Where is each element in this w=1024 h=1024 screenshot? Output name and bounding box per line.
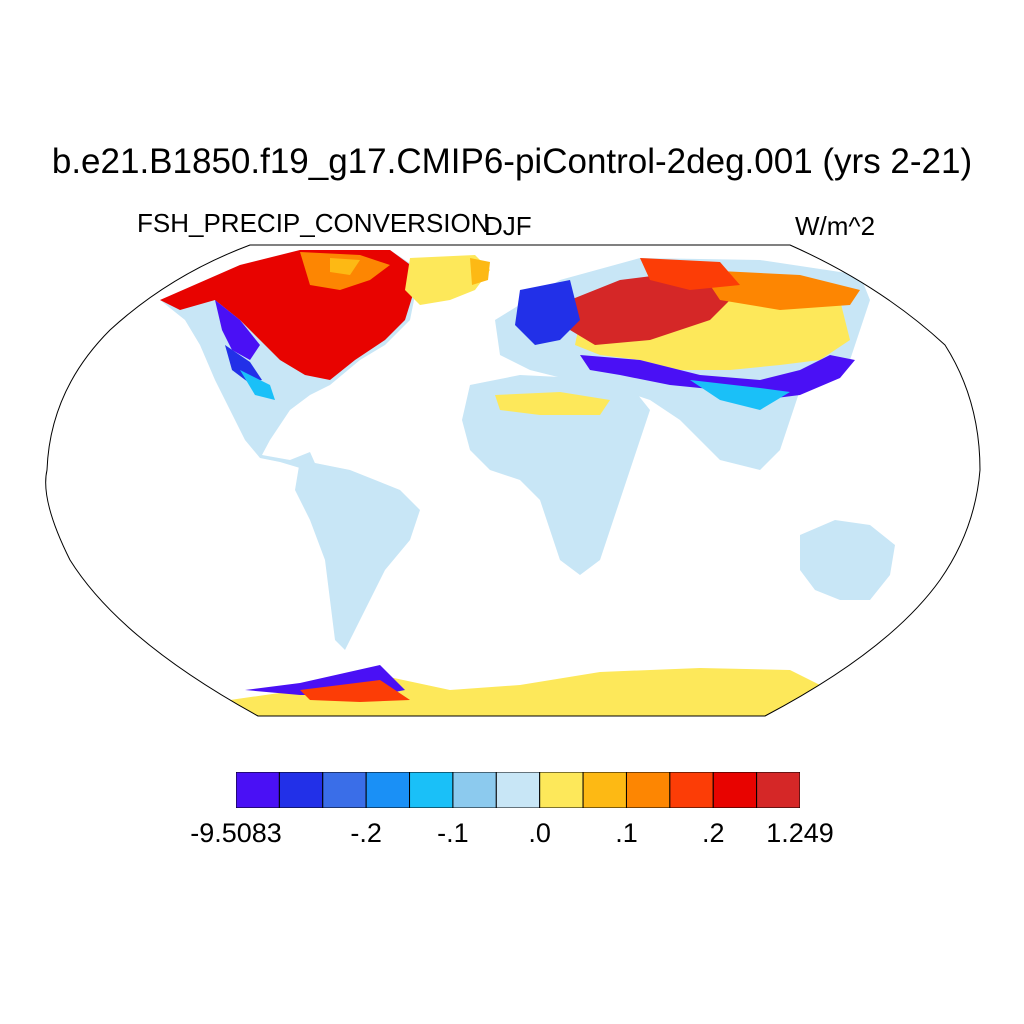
colorbar-swatch-3 bbox=[365, 772, 411, 808]
eurasia-orange bbox=[700, 270, 860, 310]
north-america-yellow bbox=[330, 258, 360, 275]
australia-land bbox=[800, 520, 895, 600]
colorbar-label: -.1 bbox=[437, 818, 469, 848]
asia-cold-edge bbox=[580, 355, 855, 400]
colorbar-swatch-6 bbox=[495, 772, 541, 808]
colorbar-label: 1.249 bbox=[766, 818, 834, 848]
africa-yellow bbox=[495, 392, 610, 415]
colorbar-swatch-8 bbox=[582, 772, 627, 808]
colorbar-label: -9.5083 bbox=[190, 818, 282, 848]
colorbar-label: .0 bbox=[528, 818, 551, 848]
colorbar-swatch-2 bbox=[322, 772, 367, 808]
colorbar-swatch-10 bbox=[669, 772, 714, 808]
colorbar-swatch-12 bbox=[756, 772, 800, 808]
colorbar-swatch-11 bbox=[712, 772, 758, 808]
colorbar-swatch-4 bbox=[409, 772, 454, 808]
map-boundary bbox=[45, 244, 981, 717]
colorbar-label: .1 bbox=[615, 818, 638, 848]
europe-cold bbox=[515, 280, 580, 345]
variable-label: FSH_PRECIP_CONVERSION bbox=[137, 208, 490, 238]
colorbar-swatch-5 bbox=[452, 772, 497, 808]
north-america-cold-blue bbox=[240, 370, 275, 400]
colorbar-swatch-9 bbox=[625, 772, 671, 808]
greenland-orange bbox=[470, 258, 490, 285]
eurasia-red bbox=[640, 258, 740, 290]
colorbar-swatch-1 bbox=[278, 772, 324, 808]
units-label: W/m^2 bbox=[795, 211, 876, 241]
antarctica-warm-edge bbox=[300, 680, 410, 702]
north-america-cold-edge bbox=[215, 300, 260, 360]
asia-cold-blue bbox=[690, 380, 790, 410]
south-america-land bbox=[295, 460, 420, 650]
colorbar-swatch-0 bbox=[236, 772, 280, 808]
map-field bbox=[160, 250, 895, 716]
colorbar-label: -.2 bbox=[350, 818, 382, 848]
north-america-cold-edge-2 bbox=[225, 345, 262, 382]
greenland-land bbox=[405, 255, 490, 305]
africa-land bbox=[462, 375, 650, 575]
season-label: DJF bbox=[484, 211, 532, 241]
colorbar bbox=[236, 772, 800, 808]
colorbar-label: .2 bbox=[701, 818, 725, 848]
plot-title: b.e21.B1850.f19_g17.CMIP6-piControl-2deg… bbox=[51, 142, 973, 181]
colorbar-swatch-7 bbox=[539, 772, 584, 808]
